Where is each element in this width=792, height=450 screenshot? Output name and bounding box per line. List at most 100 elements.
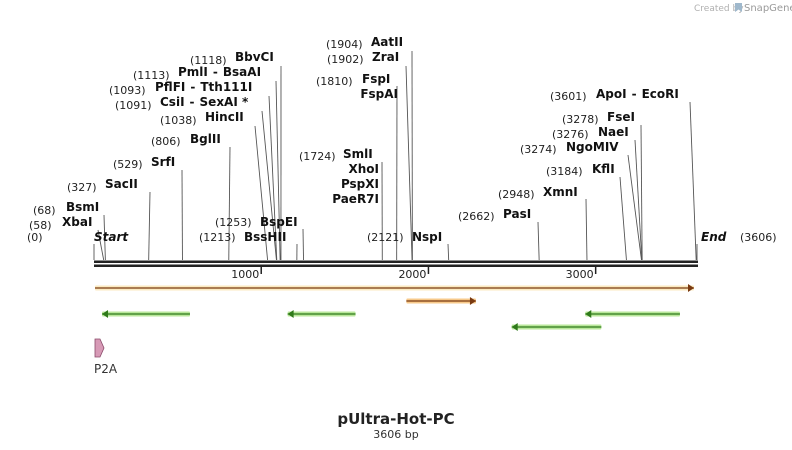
site-position: (3606) <box>740 231 777 244</box>
enzyme-name: HincII <box>205 110 244 124</box>
site-position: (1904) <box>326 38 363 51</box>
site-aatii: (1904) AatII <box>326 35 403 51</box>
enzyme-name: XbaI <box>62 215 92 229</box>
enzyme-name-secondary: EcoRI <box>642 87 679 101</box>
feature-label: P2A <box>94 362 118 376</box>
site-labels: (0) Start (58) XbaI (68) BsmI (327) SacII (529) S… <box>27 35 777 244</box>
connector-ngomiv <box>627 154 642 261</box>
feature-arrowhead-icon <box>511 323 518 331</box>
enzyme-name: BbvCI <box>235 50 274 64</box>
site-zrai: (1902) ZraI <box>327 50 399 66</box>
ruler-ticks: 1000 2000 3000 <box>231 266 597 281</box>
site-position: (1091) <box>115 99 152 112</box>
feature-arrowhead-icon <box>102 310 109 318</box>
backbone-top-strand <box>94 260 698 263</box>
connector-zrai <box>405 65 413 261</box>
connector-pasi <box>537 221 540 261</box>
site-position: (2121) <box>367 231 404 244</box>
enzyme-name: FseI <box>607 110 635 124</box>
feature-orange-long <box>95 284 694 292</box>
enzyme-name-stacked: FspAI <box>360 87 398 101</box>
features: P2A <box>94 284 694 376</box>
enzyme-name: NspI <box>412 230 442 244</box>
feature-green-4 <box>585 310 680 318</box>
enzyme-name: PflFI <box>155 80 185 94</box>
snapgene-logo-icon <box>735 3 742 12</box>
enzyme-name: BsmI <box>66 200 99 214</box>
enzyme-separator: - <box>213 65 218 79</box>
enzyme-name: SmlI <box>343 147 373 161</box>
site-csii: (1091) CsiI - SexAI * <box>115 95 249 112</box>
enzyme-separator: - <box>190 95 195 109</box>
enzyme-name: NgoMIV <box>566 140 619 154</box>
connector-xmni <box>585 198 588 261</box>
enzyme-name: BssHII <box>244 230 286 244</box>
site-position: (529) <box>113 158 143 171</box>
site-position: (58) <box>29 219 52 232</box>
site-position: (1724) <box>299 150 336 163</box>
site-position: (3276) <box>552 128 589 141</box>
sequence-backbone <box>94 260 698 267</box>
site-naei: (3276) NaeI <box>552 125 629 141</box>
site-position: (3184) <box>546 165 583 178</box>
site-position: (806) <box>151 135 181 148</box>
site-position: (0) <box>27 231 43 244</box>
site-position: (1810) <box>316 75 353 88</box>
site-xmni: (2948) XmnI <box>498 185 578 201</box>
site-hincii: (1038) HincII <box>160 110 244 127</box>
site-position: (1118) <box>190 54 227 67</box>
feature-orange-short <box>406 297 476 305</box>
connector-fsei <box>640 124 643 261</box>
feature-arrowhead-icon <box>585 310 592 318</box>
site-position: (2662) <box>458 210 495 223</box>
site-kfli: (3184) KflI <box>546 162 615 178</box>
site-position: (2948) <box>498 188 535 201</box>
site-bbvci: (1118) BbvCI <box>190 50 274 67</box>
enzyme-separator: - <box>632 87 637 101</box>
backbone-bottom-strand <box>94 264 698 267</box>
enzyme-name-stacked: PspXI <box>341 177 379 191</box>
site-bspei: (1253) BspEI <box>215 215 298 229</box>
enzyme-separator: - <box>190 80 195 94</box>
watermark-brand: SnapGene <box>744 3 792 14</box>
feature-arrowhead-icon <box>688 284 694 292</box>
site-start: (0) Start <box>27 230 129 244</box>
site-srfi: (529) SrfI <box>113 155 175 171</box>
site-position: (1038) <box>160 114 197 127</box>
feature-p2a: P2A <box>94 338 118 376</box>
site-position: (3274) <box>520 143 557 156</box>
enzyme-name-stacked: XhoI <box>348 162 379 176</box>
enzyme-name: SrfI <box>151 155 175 169</box>
enzyme-name-stacked: PaeR7I <box>332 192 379 206</box>
enzyme-name: BspEI <box>260 215 298 229</box>
map-length: 3606 bp <box>373 428 418 441</box>
site-pflfi: (1093) PflFI - Tth111I <box>109 80 252 97</box>
site-bglii: (806) BglII <box>151 132 221 148</box>
site-bsshii: (1213) BssHII <box>199 230 286 244</box>
connector-sacii <box>148 191 151 261</box>
enzyme-name: XmnI <box>543 185 578 199</box>
site-position: (68) <box>33 204 56 217</box>
site-nspi: (2121) NspI <box>367 230 442 244</box>
site-ngomiv: (3274) NgoMIV <box>520 140 619 156</box>
enzyme-name: CsiI <box>160 95 185 109</box>
site-position: (1902) <box>327 53 364 66</box>
site-apoi: (3601) ApoI - EcoRI <box>550 87 679 103</box>
feature-green-2 <box>287 310 356 318</box>
ruler-tick-label: 1000 <box>231 268 259 281</box>
site-position: (3278) <box>562 113 599 126</box>
site-connectors <box>93 50 698 261</box>
map-title: pUltra-Hot-PC <box>337 410 454 428</box>
connector-kfli <box>619 176 627 261</box>
connector-xbai <box>97 229 105 261</box>
connector-nspi <box>447 243 450 261</box>
ruler-tick-label: 3000 <box>566 268 594 281</box>
enzyme-name: KflI <box>592 162 615 176</box>
enzyme-name: PmlI <box>178 65 208 79</box>
enzyme-name: ZraI <box>372 50 399 64</box>
site-position: (1093) <box>109 84 146 97</box>
enzyme-name: End <box>701 230 727 244</box>
ruler-tick-label: 2000 <box>398 268 426 281</box>
